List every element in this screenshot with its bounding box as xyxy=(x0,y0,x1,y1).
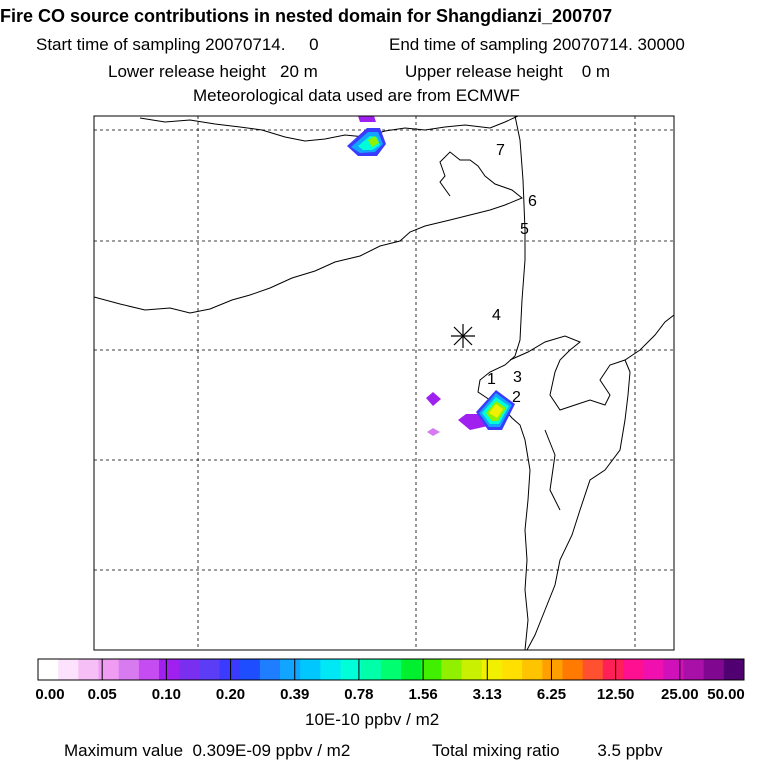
legend-tick-label: 12.50 xyxy=(596,686,635,703)
legend-swatch xyxy=(159,659,180,680)
met-data-label: Meteorological data used are from ECMWF xyxy=(193,86,520,105)
map-label-4: 4 xyxy=(492,307,501,324)
maximum-value-label: Maximum value 0.309E-09 ppbv / m2 xyxy=(64,741,351,760)
legend-swatch xyxy=(481,659,503,680)
map-grid xyxy=(94,116,674,650)
legend-swatch xyxy=(663,659,684,680)
legend-swatch xyxy=(723,659,745,680)
upper-release-label: Upper release height 0 m xyxy=(405,62,611,81)
legend-swatch xyxy=(602,659,624,680)
legend-swatch xyxy=(118,659,140,680)
legend-swatch xyxy=(219,659,241,680)
legend-swatch xyxy=(683,659,705,680)
legend-swatch xyxy=(199,659,220,680)
legend-swatch xyxy=(542,659,563,680)
legend-tick-label: 0.05 xyxy=(87,686,117,703)
legend-tick-label: 3.13 xyxy=(472,686,502,703)
legend-tick-label: 1.56 xyxy=(408,686,438,703)
legend-tick-label: 0.10 xyxy=(151,686,181,703)
legend-swatch xyxy=(179,659,200,680)
legend-unit-label: 10E-10 ppbv / m2 xyxy=(305,710,440,729)
map-title: Fire CO source contributions in nested d… xyxy=(0,6,613,26)
concentration-plume-north xyxy=(347,116,386,156)
legend-swatch xyxy=(320,659,341,680)
legend-swatch xyxy=(522,659,543,680)
map-label-5: 5 xyxy=(520,221,529,238)
legend-swatch xyxy=(239,659,261,680)
lower-release-label: Lower release height 20 m xyxy=(108,62,318,81)
legend-swatch xyxy=(78,659,99,680)
legend-tick-label: 0.00 xyxy=(35,686,65,703)
map-label-1: 1 xyxy=(487,371,496,388)
legend-swatch xyxy=(98,659,120,680)
legend-swatch xyxy=(582,659,604,680)
legend-swatch xyxy=(138,659,160,680)
legend-tick-label: 25.00 xyxy=(661,686,699,703)
legend-swatch xyxy=(401,659,422,680)
concentration-plume-south xyxy=(426,390,515,436)
legend-swatch xyxy=(38,659,59,680)
start-time-label: Start time of sampling 20070714. 0 xyxy=(36,35,319,54)
end-time-label: End time of sampling 20070714. 30000 xyxy=(389,35,685,54)
legend-tick-label: 0.39 xyxy=(280,686,310,703)
asterisk-receptor-marker-icon xyxy=(451,324,475,348)
legend-swatch xyxy=(58,659,79,680)
legend-tick-label: 0.20 xyxy=(215,686,246,703)
map-border xyxy=(93,115,675,651)
legend-swatch xyxy=(562,659,584,680)
legend-tick-label: 0.78 xyxy=(344,686,374,703)
legend-tick-label: 50.00 xyxy=(707,686,745,703)
map-label-2: 2 xyxy=(512,389,521,406)
legend-swatch xyxy=(501,659,523,680)
legend-swatch xyxy=(461,659,483,680)
legend-swatch xyxy=(360,659,382,680)
map-label-6: 6 xyxy=(528,193,537,210)
boundary-lines xyxy=(94,116,674,650)
legend-swatch xyxy=(380,659,402,680)
legend-swatch xyxy=(259,659,281,680)
legend-swatch xyxy=(643,659,664,680)
legend-swatch xyxy=(421,659,442,680)
legend-swatch xyxy=(622,659,644,680)
map-label-3: 3 xyxy=(513,369,522,386)
legend-swatch xyxy=(300,659,321,680)
legend-tick-label: 6.25 xyxy=(536,686,567,703)
legend-swatch xyxy=(280,659,301,680)
legend-swatch xyxy=(441,659,462,680)
total-mixing-ratio-label: Total mixing ratio 3.5 ppbv xyxy=(432,741,663,760)
legend-swatch xyxy=(340,659,362,680)
map-label-7: 7 xyxy=(496,142,505,159)
legend-swatch xyxy=(703,659,725,680)
